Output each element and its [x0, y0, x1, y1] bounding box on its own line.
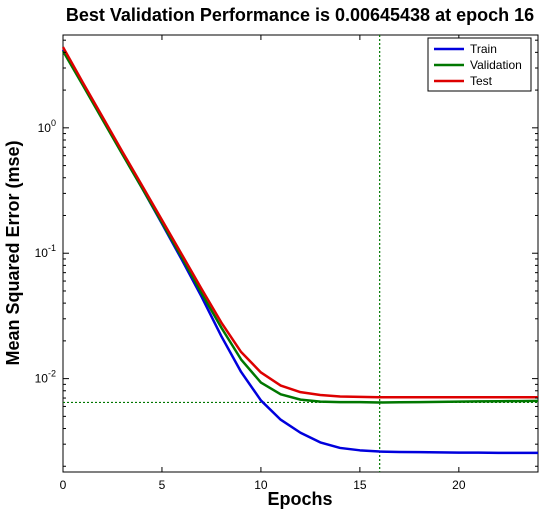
x-axis-label: Epochs — [267, 489, 332, 509]
legend-label-test: Test — [470, 74, 493, 88]
best-marker-lines — [63, 35, 538, 472]
y-tick-label: 100 — [38, 118, 56, 135]
plot-area — [62, 34, 539, 473]
legend-label-train: Train — [470, 42, 497, 56]
y-tick-label: 10-1 — [35, 243, 56, 260]
series-lines — [61, 46, 539, 455]
series-line-test — [61, 46, 538, 399]
legend-label-validation: Validation — [470, 58, 522, 72]
legend: Train Validation Test — [427, 37, 532, 92]
y-axis-label: Mean Squared Error (mse) — [3, 140, 23, 365]
chart-title: Best Validation Performance is 0.0064543… — [66, 5, 534, 25]
x-tick-label: 15 — [353, 478, 367, 492]
y-tick-label: 10-2 — [35, 369, 56, 386]
x-tick-label: 10 — [254, 478, 268, 492]
axis-ticks: 0 5 10 15 20 100 10-1 10-2 — [35, 35, 538, 492]
x-tick-label: 20 — [452, 478, 466, 492]
x-tick-label: 0 — [60, 478, 67, 492]
x-tick-label: 5 — [159, 478, 166, 492]
